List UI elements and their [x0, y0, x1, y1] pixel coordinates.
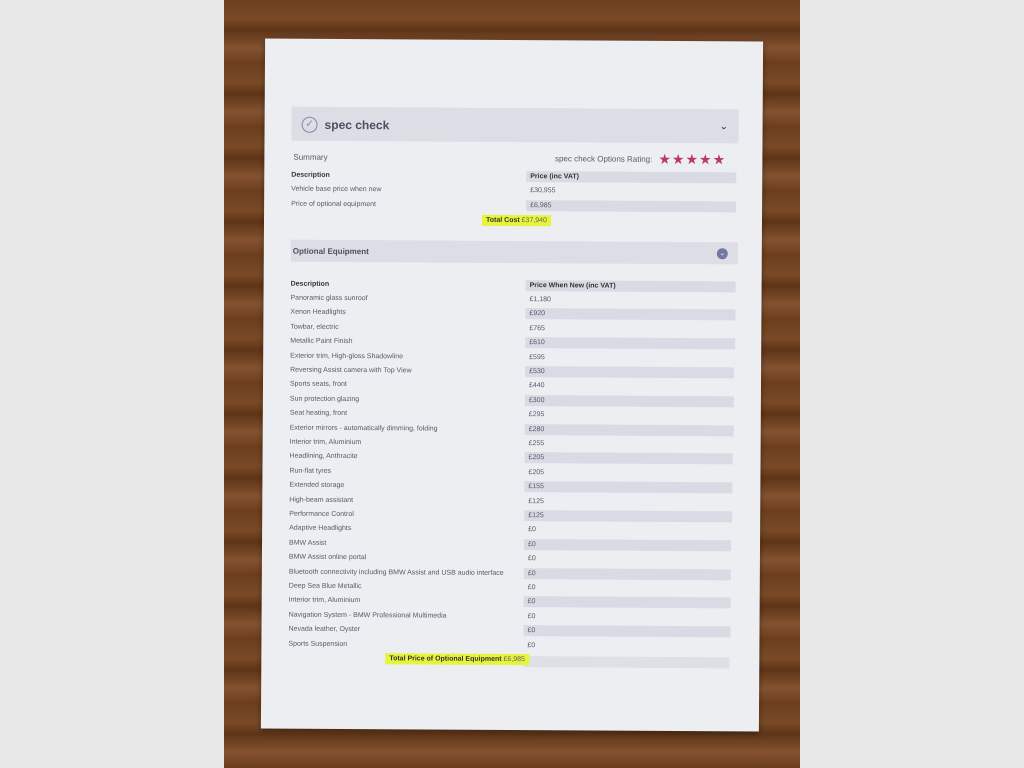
- printed-document: ✓ spec check ⌄ Summary spec check Option…: [260, 38, 764, 732]
- optional-total: Total Price of Optional Equipment £6,985: [385, 653, 529, 666]
- row-stripe: [524, 481, 733, 494]
- equipment-description: BMW Assist: [289, 539, 327, 547]
- equipment-price: £280: [528, 425, 545, 433]
- equipment-price: £0: [527, 555, 536, 563]
- summary-col-price: Price (inc VAT): [530, 173, 580, 181]
- equipment-price: £155: [528, 483, 544, 491]
- equipment-price: £530: [529, 368, 545, 376]
- equipment-description: Sports Suspension: [288, 640, 348, 648]
- equipment-price: £0: [527, 598, 536, 606]
- summary-col-description: Description: [291, 171, 330, 179]
- equipment-description: Extended storage: [289, 481, 345, 490]
- equipment-description: Adaptive Headlights: [289, 525, 352, 533]
- row-stripe: [523, 596, 731, 609]
- equipment-price: £0: [528, 540, 536, 548]
- equipment-description: Interior trim, Aluminium: [289, 438, 362, 447]
- star-icon: ★: [685, 151, 700, 168]
- equipment-description: Run-flat tyres: [289, 467, 332, 475]
- equipment-description: Deep Sea Blue Metallic: [288, 582, 362, 591]
- equipment-price: £205: [528, 468, 545, 476]
- equipment-price: £125: [528, 512, 544, 520]
- chevron-down-circle-icon[interactable]: ⌄: [716, 248, 728, 260]
- equipment-description: Sports seats, front: [289, 381, 347, 389]
- star-icon: ★: [699, 151, 713, 168]
- star-icon: ★: [658, 150, 672, 167]
- equipment-price: £295: [528, 411, 545, 419]
- equipment-price: £0: [527, 641, 536, 649]
- row-stripe: [525, 366, 735, 379]
- equipment-description: Xenon Headlights: [290, 309, 346, 317]
- summary-row-price: £6,985: [530, 202, 552, 210]
- equipment-description: Exterior mirrors - automatically dimming…: [289, 424, 438, 433]
- equipment-description: High-beam assistant: [289, 496, 354, 504]
- total-cost: Total Cost £37,940: [481, 214, 552, 227]
- equipment-price: £0: [527, 569, 536, 577]
- equipment-price: £0: [527, 584, 536, 592]
- star-icon: ★: [712, 151, 727, 168]
- equipment-price: £300: [528, 396, 545, 404]
- row-stripe: [523, 567, 732, 580]
- total-cost-value: £37,940: [521, 217, 547, 225]
- optional-total-label: Total Price of Optional Equipment: [389, 655, 502, 663]
- equipment-price: £0: [528, 526, 536, 534]
- equipment-price: £0: [527, 627, 536, 635]
- equipment-description: Metallic Paint Finish: [290, 337, 353, 346]
- optional-total-value: £6,985: [503, 655, 525, 664]
- page-title: spec check: [324, 117, 390, 133]
- star-rating: ★★★★★: [658, 151, 726, 168]
- row-stripe: [523, 538, 732, 552]
- equipment-description: Exterior trim, High-gloss Shadowline: [290, 352, 404, 360]
- equipment-price: £0: [527, 612, 536, 620]
- row-stripe: [523, 656, 730, 669]
- equipment-price: £920: [529, 310, 546, 318]
- summary-row-description: Vehicle base price when new: [291, 185, 382, 194]
- equipment-description: Navigation System - BMW Professional Mul…: [288, 611, 447, 620]
- equipment-description: BMW Assist online portal: [288, 553, 367, 562]
- row-stripe: [524, 394, 734, 408]
- summary-row-price: £30,955: [530, 187, 556, 195]
- equipment-price: £610: [529, 339, 545, 347]
- optional-col-description: Description: [290, 280, 330, 288]
- row-stripe: [524, 510, 732, 523]
- equipment-price: £595: [529, 353, 545, 361]
- equipment-description: Panoramic glass sunroof: [290, 294, 368, 303]
- equipment-price: £440: [528, 382, 545, 390]
- row-stripe: [525, 337, 735, 350]
- row-stripe: [524, 452, 733, 465]
- equipment-price: £1,180: [529, 296, 551, 304]
- star-icon: ★: [671, 150, 686, 168]
- summary-row-description: Price of optional equipment: [291, 200, 376, 209]
- row-stripe: [524, 423, 734, 436]
- optional-equipment-title: Optional Equipment: [292, 246, 369, 257]
- equipment-price: £255: [528, 440, 545, 448]
- equipment-description: Headlining, Anthracite: [289, 453, 358, 461]
- check-circle-icon: ✓: [301, 116, 318, 133]
- equipment-description: Bluetooth connectivity including BMW Ass…: [288, 568, 504, 577]
- equipment-description: Towbar, electric: [290, 323, 339, 331]
- equipment-description: Interior trim, Aluminium: [288, 597, 361, 605]
- equipment-description: Reversing Assist camera with Top View: [290, 366, 412, 375]
- equipment-description: Seat heating, front: [289, 409, 348, 418]
- optional-col-price: Price When New (inc VAT): [529, 282, 616, 290]
- chevron-down-icon: ⌄: [719, 121, 729, 133]
- rating-label: spec check Options Rating:: [554, 154, 653, 164]
- equipment-price: £125: [528, 497, 544, 505]
- total-cost-label: Total Cost: [485, 216, 520, 225]
- equipment-description: Performance Control: [289, 510, 354, 519]
- summary-label: Summary: [293, 152, 328, 162]
- row-stripe: [526, 200, 737, 213]
- equipment-description: Sun protection glazing: [289, 395, 360, 403]
- row-stripe: [525, 308, 736, 321]
- equipment-description: Nevada leather, Oyster: [288, 625, 361, 634]
- equipment-price: £205: [528, 454, 545, 462]
- row-stripe: [523, 625, 731, 638]
- equipment-price: £765: [529, 324, 545, 332]
